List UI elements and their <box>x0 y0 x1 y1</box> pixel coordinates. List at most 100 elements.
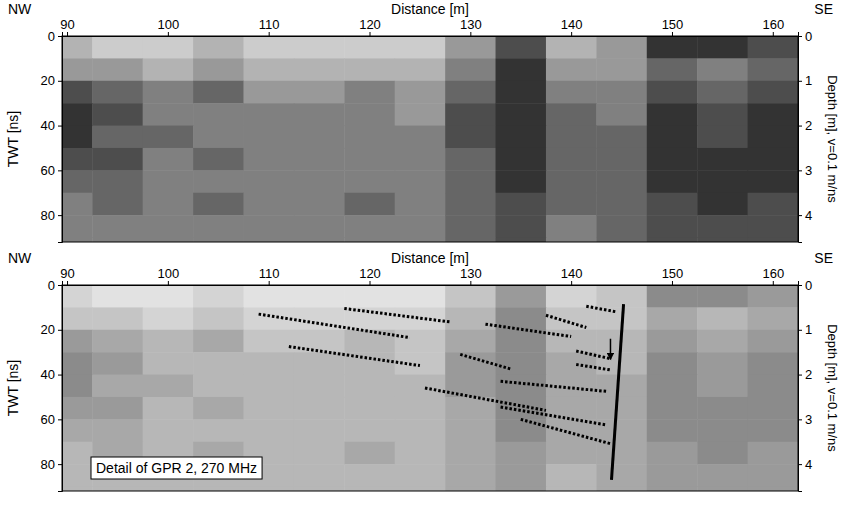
x-axis-tick: 160 <box>762 17 784 36</box>
amplitude-cell <box>294 442 345 465</box>
x-axis-tick: 90 <box>60 266 74 285</box>
amplitude-cell <box>294 36 345 59</box>
x-axis-tick: 120 <box>359 266 381 285</box>
amplitude-cell <box>193 36 244 59</box>
x-axis-title: Distance [m] <box>391 1 469 17</box>
amplitude-cell <box>62 36 93 59</box>
amplitude-cell <box>697 352 748 375</box>
amplitude-cell <box>92 193 143 216</box>
amplitude-cell <box>395 464 446 487</box>
y2-axis-tick: 1 <box>798 322 812 337</box>
amplitude-cell <box>697 170 748 193</box>
amplitude-cell <box>546 352 597 375</box>
amplitude-cell <box>344 81 395 104</box>
amplitude-cell <box>697 215 748 238</box>
amplitude-cell <box>92 170 143 193</box>
amplitude-cell <box>143 103 194 126</box>
amplitude-cell <box>193 238 244 242</box>
y2-axis-tick-mark <box>798 215 802 216</box>
amplitude-cell <box>294 126 345 149</box>
amplitude-cell <box>395 36 446 59</box>
y2-axis-tick-mark <box>798 285 802 286</box>
amplitude-cell <box>596 487 647 491</box>
y-axis-tick: 40 <box>41 367 62 382</box>
amplitude-cell <box>445 193 496 216</box>
amplitude-cell <box>596 397 647 420</box>
amplitude-cell <box>697 148 748 171</box>
y2-axis-tick-label: 1 <box>805 73 812 88</box>
amplitude-cell <box>647 193 698 216</box>
y2-axis-tick-label: 0 <box>805 278 812 293</box>
amplitude-cell <box>294 170 345 193</box>
amplitude-cell <box>92 215 143 238</box>
amplitude-cell <box>445 330 496 353</box>
amplitude-cell <box>92 238 143 242</box>
amplitude-cell <box>344 330 395 353</box>
x-end-label: NW <box>8 250 32 266</box>
annotation-text: Detail of GPR 2, 270 MHz <box>96 460 257 476</box>
amplitude-cell <box>445 126 496 149</box>
y2-axis-tick: 0 <box>798 278 812 293</box>
x-axis-tick-mark <box>67 32 68 36</box>
amplitude-cell <box>395 330 446 353</box>
amplitude-cell <box>62 103 93 126</box>
amplitude-cell <box>445 442 496 465</box>
amplitude-cell <box>62 419 93 442</box>
y2-axis-tick-mark <box>798 126 802 127</box>
y-axis-tick: 60 <box>41 412 62 427</box>
amplitude-cell <box>445 36 496 59</box>
amplitude-cell <box>546 103 597 126</box>
amplitude-cell <box>496 397 547 420</box>
amplitude-cell <box>344 285 395 308</box>
amplitude-cell <box>445 103 496 126</box>
amplitude-cell <box>294 193 345 216</box>
amplitude-cell <box>143 307 194 330</box>
reflector <box>576 351 611 359</box>
x-axis: 90100110120130140150160 <box>60 17 798 37</box>
y-axis-tick-label: 80 <box>41 457 55 472</box>
y-axis-tick: 80 <box>41 457 62 472</box>
amplitude-cell <box>62 330 93 353</box>
y-axis-tick: 0 <box>48 29 62 44</box>
amplitude-cell <box>395 397 446 420</box>
amplitude-cell <box>193 170 244 193</box>
amplitude-cell <box>596 193 647 216</box>
amplitude-cell <box>496 215 547 238</box>
amplitude-cell <box>344 103 395 126</box>
x-axis-tick: 130 <box>460 17 482 36</box>
y2-axis-tick-label: 1 <box>805 322 812 337</box>
y2-axis-tick: 4 <box>798 457 812 472</box>
amplitude-cell <box>496 307 547 330</box>
amplitude-cell <box>243 352 294 375</box>
x-axis-tick: 150 <box>662 266 684 285</box>
amplitude-cell <box>143 36 194 59</box>
y-axis: 020406080 <box>41 29 63 243</box>
amplitude-cell <box>647 352 698 375</box>
amplitude-cell <box>596 238 647 242</box>
amplitude-cell <box>748 36 798 59</box>
amplitude-cell <box>445 170 496 193</box>
amplitude-cell <box>62 375 93 398</box>
amplitude-cell <box>445 352 496 375</box>
amplitude-cell <box>445 285 496 308</box>
plot-area <box>62 36 798 242</box>
amplitude-cell <box>294 464 345 487</box>
amplitude-cell <box>748 352 798 375</box>
amplitude-cell <box>395 170 446 193</box>
amplitude-cell <box>193 148 244 171</box>
amplitude-cell <box>193 58 244 81</box>
amplitude-cell <box>92 285 143 308</box>
y2-axis-tick: 4 <box>798 208 812 223</box>
reflector <box>586 306 616 312</box>
amplitude-cell <box>243 397 294 420</box>
amplitude-cell <box>647 307 698 330</box>
amplitude-cell <box>193 307 244 330</box>
amplitude-cell <box>395 375 446 398</box>
amplitude-cell <box>243 193 294 216</box>
reflector <box>289 347 420 366</box>
y-axis-tick: 60 <box>41 163 62 178</box>
annotation-box <box>91 457 262 479</box>
amplitude-cell <box>596 81 647 104</box>
amplitude-cell <box>62 58 93 81</box>
amplitude-cell <box>546 215 597 238</box>
